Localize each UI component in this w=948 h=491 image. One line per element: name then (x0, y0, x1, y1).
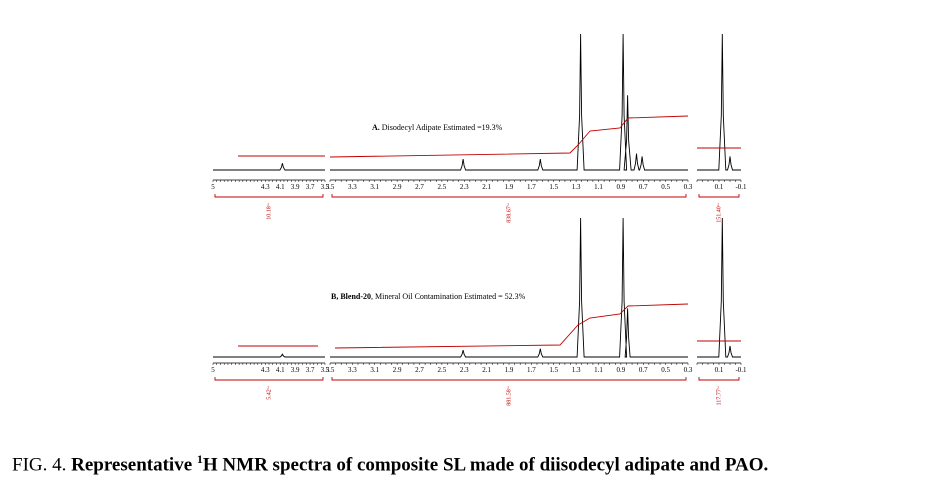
integral-bracket (214, 377, 324, 381)
x-tick-label: 3.5 (321, 183, 330, 191)
x-tick-label: 4.1 (276, 183, 285, 191)
x-tick-label: 3.7 (306, 183, 315, 191)
x-tick-label: 4.3 (261, 366, 270, 374)
spectrum-trace (330, 33, 688, 171)
x-tick-label: -0.1 (735, 183, 747, 191)
x-tick-label: 3.1 (370, 366, 379, 374)
caption-bold-2: H NMR spectra of composite SL made of di… (202, 454, 769, 476)
x-tick-label: 0.3 (684, 366, 693, 374)
x-tick-label: 1.9 (505, 183, 514, 191)
x-tick-label: 1.7 (527, 183, 536, 191)
integral-bracket (331, 377, 687, 381)
x-tick-label: 0.9 (617, 183, 626, 191)
x-tick-label: 1.1 (594, 183, 603, 191)
x-tick-label: 2.3 (460, 366, 469, 374)
x-tick-label: 3.3 (348, 183, 357, 191)
x-tick-label: 1.3 (572, 183, 581, 191)
caption-prefix: FIG. 4. (12, 454, 72, 476)
spectrum-trace (697, 33, 741, 171)
x-tick-label: 0.3 (684, 183, 693, 191)
integral-bracket (698, 194, 740, 198)
panel-annotation: A. Disodecyl Adipate Estimated =19.3% (372, 123, 503, 132)
x-tick-label: 0.1 (715, 183, 724, 191)
x-tick-label: -0.1 (735, 366, 747, 374)
spectrum-panel-a: 5 4.3 4.1 3.9 3.7 3.53.5 3.3 3.1 2.9 2.7 2.5 2.3 2.1… (211, 33, 747, 223)
spectrum-trace (213, 353, 325, 358)
x-tick-label: 0.5 (661, 366, 670, 374)
spectrum-trace (330, 217, 688, 358)
x-tick-label: 2.7 (415, 366, 424, 374)
x-tick-label: 3.3 (348, 366, 357, 374)
x-tick-label: 1.3 (572, 366, 581, 374)
spectrum-trace (697, 217, 741, 358)
x-tick-label: 4.1 (276, 366, 285, 374)
x-tick-label: 0.7 (639, 366, 648, 374)
x-tick-label: 3.5 (326, 183, 335, 191)
caption-superscript: 1 (196, 452, 203, 466)
spectrum-trace (213, 163, 325, 171)
x-tick-label: 2.7 (415, 183, 424, 191)
x-tick-label: 1.9 (505, 366, 514, 374)
integral-value: 151.40~ (716, 202, 722, 223)
caption-bold-1: Representative (71, 454, 197, 476)
x-tick-label: 3.7 (306, 366, 315, 374)
x-tick-label: 3.1 (370, 183, 379, 191)
integral-bracket (331, 194, 687, 198)
integral-value: 117.77~ (716, 385, 722, 405)
x-tick-label: 2.5 (438, 183, 447, 191)
x-tick-label: 5 (211, 366, 215, 374)
x-tick-label: 2.5 (438, 366, 447, 374)
x-tick-label: 2.1 (482, 366, 491, 374)
x-tick-label: 3.9 (291, 366, 300, 374)
integral-curve (334, 303, 689, 349)
x-tick-label: 2.9 (393, 183, 402, 191)
x-tick-label: 1.5 (549, 366, 558, 374)
x-tick-label: 2.1 (482, 183, 491, 191)
figure-caption: FIG. 4. Representative 1H NMR spectra of… (12, 452, 942, 476)
integral-value: 10.18~ (266, 202, 272, 220)
integral-bracket (698, 377, 740, 381)
x-tick-label: 1.1 (594, 366, 603, 374)
integral-value: 5.42~ (266, 385, 272, 400)
integral-bracket (214, 194, 324, 198)
x-tick-label: 3.5 (326, 366, 335, 374)
x-tick-label: 1.7 (527, 366, 536, 374)
x-tick-label: 1.5 (549, 183, 558, 191)
integral-value: 881.58~ (506, 385, 512, 406)
x-tick-label: 0.1 (715, 366, 724, 374)
x-tick-label: 5 (211, 183, 215, 191)
integral-curve (329, 115, 689, 158)
panel-annotation: B, Blend-20, Mineral Oil Contamination E… (331, 292, 526, 301)
x-tick-label: 3.9 (291, 183, 300, 191)
x-tick-label: 2.9 (393, 366, 402, 374)
x-tick-label: 4.3 (261, 183, 270, 191)
x-tick-label: 0.9 (617, 366, 626, 374)
nmr-figure: 5 4.3 4.1 3.9 3.7 3.53.5 3.3 3.1 2.9 2.7 2.5 2.3 2.1… (211, 33, 747, 406)
x-tick-label: 2.3 (460, 183, 469, 191)
x-tick-label: 0.7 (639, 183, 648, 191)
integral-value: 838.67~ (506, 202, 512, 223)
spectrum-panel-b: 5 4.3 4.1 3.9 3.7 3.53.5 3.3 3.1 2.9 2.7 2.5 2.3 2.1… (211, 217, 747, 406)
x-tick-label: 0.5 (661, 183, 670, 191)
x-tick-label: 3.5 (321, 366, 330, 374)
